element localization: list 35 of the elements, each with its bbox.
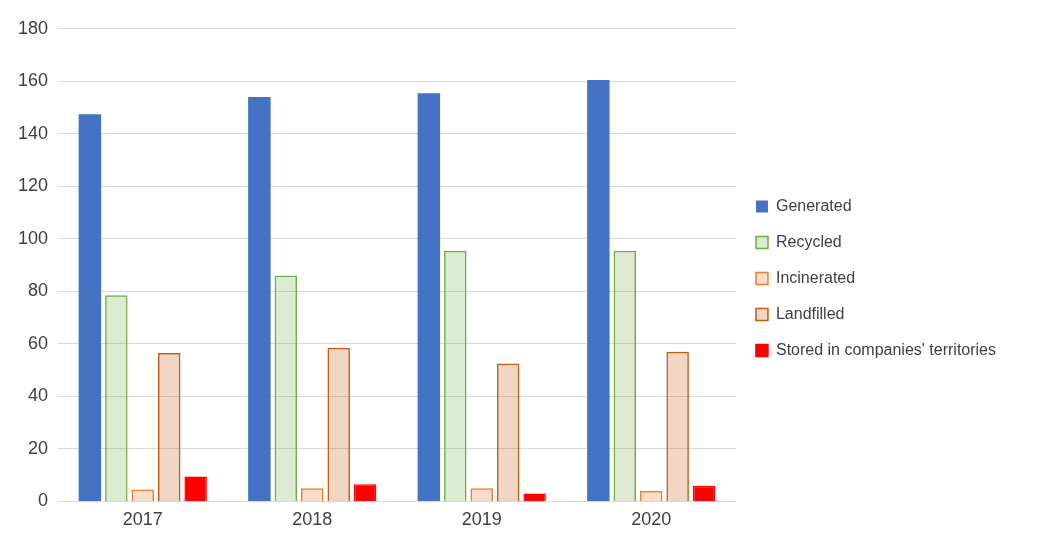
bar	[274, 275, 298, 501]
y-tick-label: 120	[17, 175, 49, 196]
bar	[470, 488, 493, 501]
x-tick-label: 2019	[461, 509, 502, 530]
bar	[105, 295, 128, 501]
bar	[613, 250, 637, 501]
bar	[587, 80, 610, 501]
y-tick-label: 100	[17, 227, 49, 248]
bar	[131, 489, 155, 501]
bar	[301, 488, 324, 501]
bar	[327, 347, 350, 501]
x-tick-label: 2018	[292, 509, 333, 530]
y-tick-label: 0	[38, 490, 49, 511]
legend-label: Landfilled	[775, 304, 845, 322]
bar	[157, 353, 181, 501]
bar	[417, 93, 441, 501]
y-tick-label: 40	[28, 385, 49, 406]
x-tick-label: 2017	[122, 509, 163, 530]
bar	[78, 114, 102, 501]
bar	[444, 250, 467, 501]
legend-label: Generated	[775, 196, 852, 214]
y-tick-label: 60	[28, 332, 49, 353]
legend-label: Recycled	[775, 232, 842, 250]
y-tick-label: 140	[17, 122, 49, 143]
bar	[666, 351, 689, 501]
y-tick-label: 160	[17, 70, 49, 91]
y-tick-label: 180	[17, 17, 49, 38]
y-tick-label: 20	[28, 437, 49, 458]
x-tick-label: 2020	[631, 509, 672, 530]
legend-label: Incinerated	[775, 268, 856, 286]
y-tick-label: 80	[28, 280, 49, 301]
bar	[639, 490, 663, 501]
bar	[496, 363, 520, 501]
bar	[248, 97, 271, 501]
legend-label: Stored in companies' territories	[775, 340, 997, 358]
